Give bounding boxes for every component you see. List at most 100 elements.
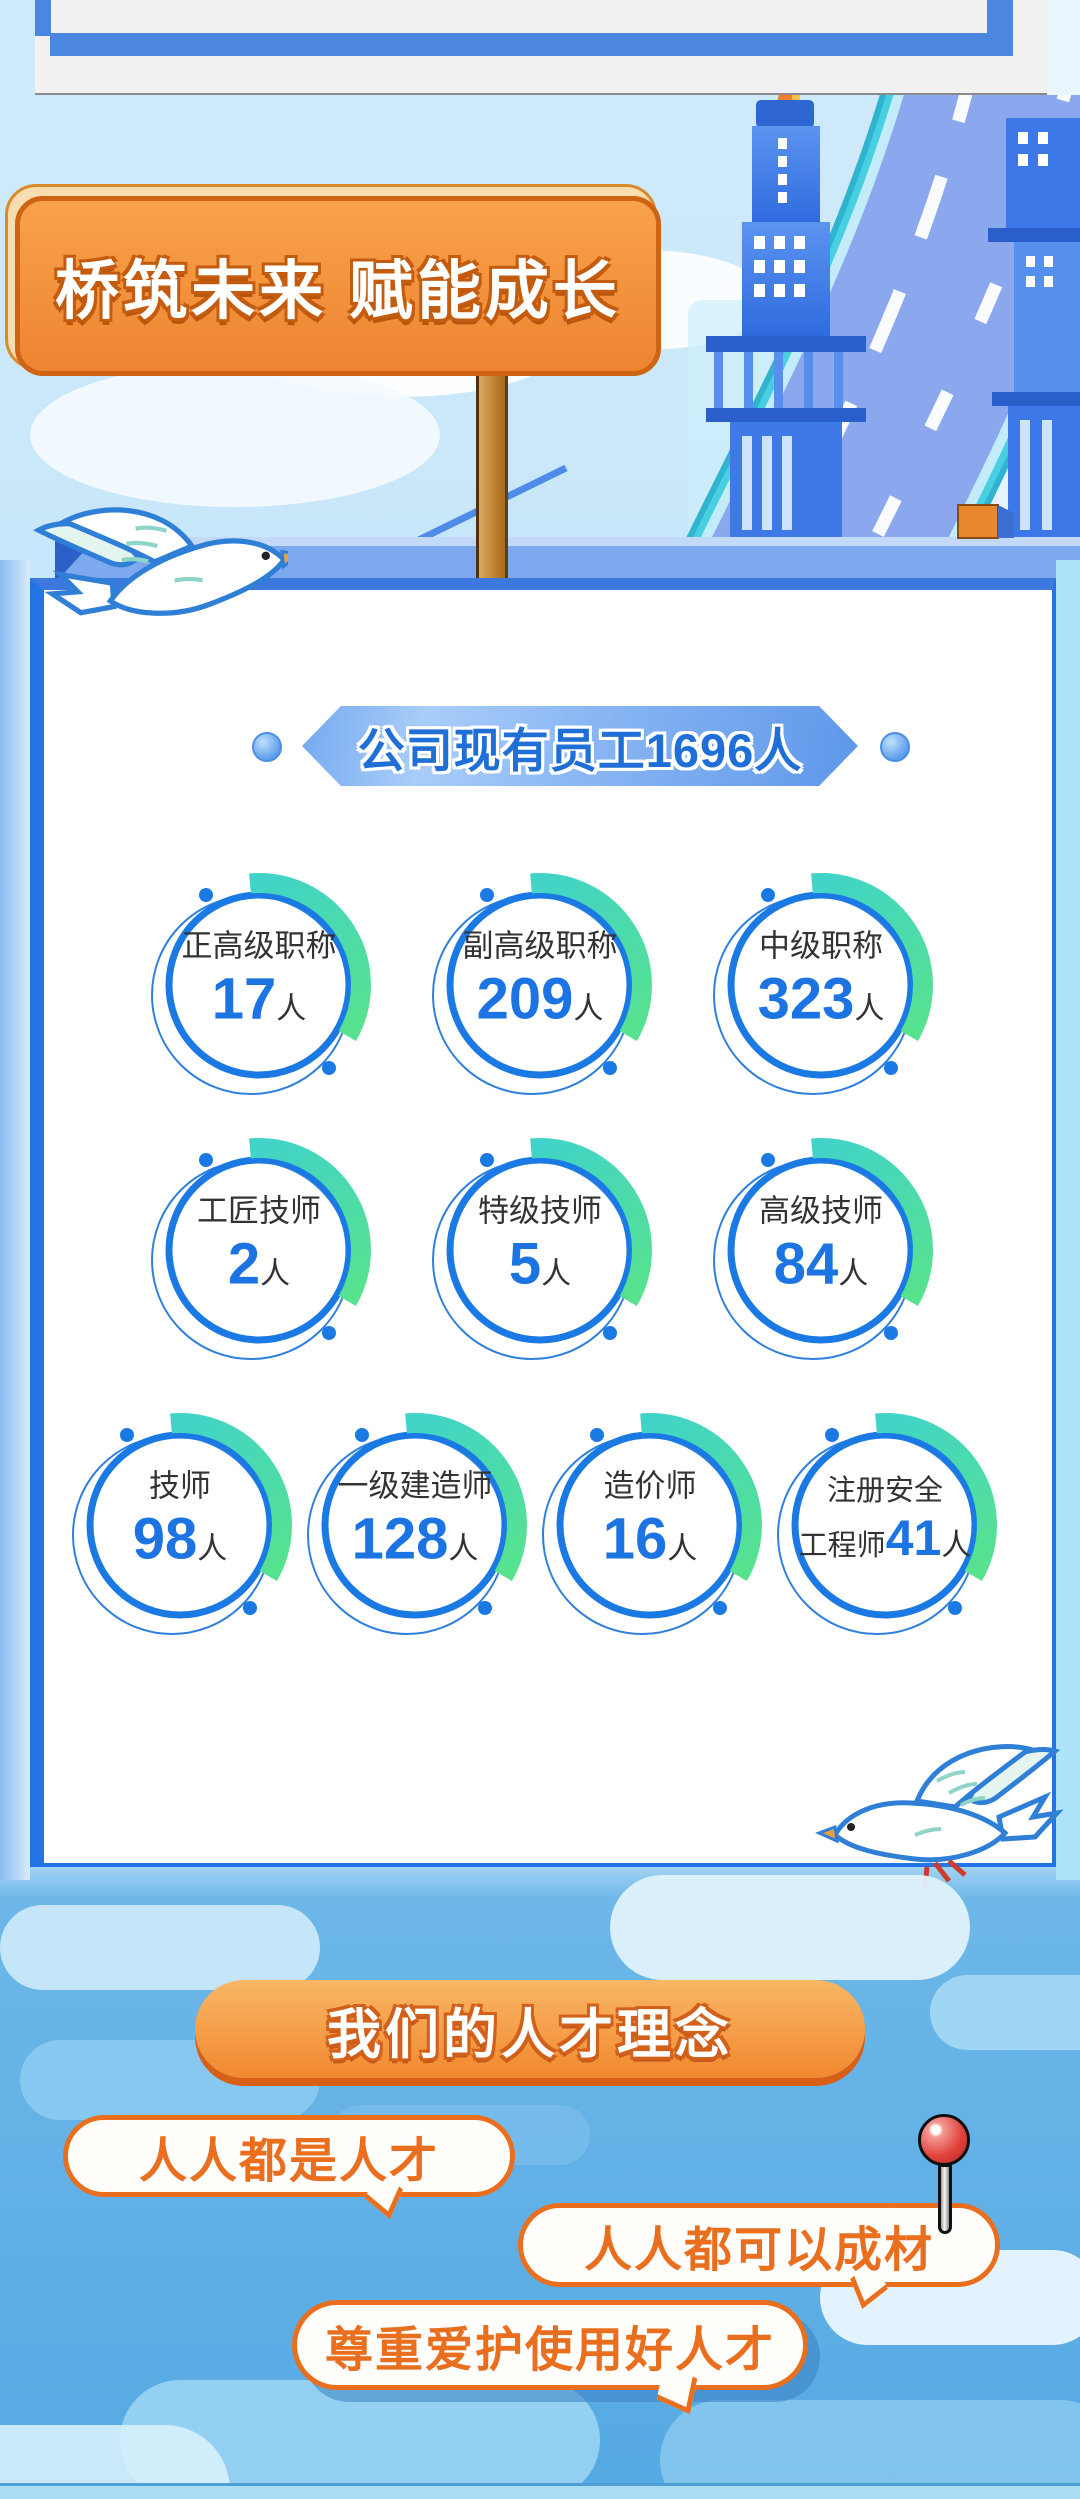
cloud-shape bbox=[30, 363, 440, 507]
stat-label: 副高级职称 bbox=[462, 928, 618, 964]
stat-label: 高级技师 bbox=[759, 1193, 883, 1229]
stat-label: 正高级职称 bbox=[181, 928, 337, 964]
speech-bubble: 尊重爱护使用好人才 bbox=[292, 2300, 808, 2415]
stat-number: 209人 bbox=[430, 966, 650, 1033]
map-pin-icon bbox=[938, 2164, 952, 2234]
panel-title-banner: 公司现有员工1696人 bbox=[302, 706, 858, 786]
stat-label: 特级技师 bbox=[478, 1193, 602, 1229]
stat-text: 高级技师 84人 bbox=[711, 1194, 931, 1298]
stat-number: 84人 bbox=[711, 1231, 931, 1298]
stat-number: 5人 bbox=[430, 1231, 650, 1298]
stat-value: 16 bbox=[602, 1506, 668, 1572]
stat-label: 注册安全 bbox=[826, 1474, 943, 1507]
progress-ring-icon bbox=[713, 1138, 933, 1360]
banner-dot-right bbox=[880, 732, 910, 762]
cloud-shape bbox=[610, 1875, 970, 1980]
stat-text: 造价师 16人 bbox=[540, 1469, 760, 1573]
map-pin-icon bbox=[918, 2114, 970, 2166]
stat-number: 128人 bbox=[305, 1506, 525, 1573]
stat-unit: 人 bbox=[260, 1257, 291, 1291]
progress-ring-icon bbox=[432, 1138, 652, 1360]
stat-number: 2人 bbox=[149, 1231, 369, 1298]
stats-panel: 公司现有员工1696人 正高级职称 17人 副高级职称 bbox=[30, 578, 1056, 1867]
cloud-shape bbox=[660, 2400, 1080, 2499]
cloud-shape bbox=[930, 1975, 1080, 2050]
stat-text: 技师 98人 bbox=[70, 1469, 290, 1573]
stat-value: 84 bbox=[773, 1231, 839, 1297]
stat-circle: 一级建造师 128人 bbox=[295, 1405, 535, 1645]
progress-ring-icon bbox=[777, 1413, 997, 1635]
speech-bubble-text: 尊重爱护使用好人才 bbox=[324, 2324, 775, 2377]
stat-value: 17 bbox=[211, 966, 277, 1032]
stat-text: 工匠技师 2人 bbox=[149, 1194, 369, 1298]
stat-text: 注册安全 工程师41人 bbox=[775, 1475, 995, 1568]
stat-number: 16人 bbox=[540, 1506, 760, 1573]
stat-unit: 人 bbox=[541, 1257, 572, 1291]
top-card-blue-frame-left bbox=[35, 0, 51, 36]
right-edge-strip bbox=[1056, 560, 1080, 1880]
panel-title: 公司现有员工1696人 bbox=[357, 723, 803, 777]
stat-circle: 造价师 16人 bbox=[530, 1405, 770, 1645]
top-card-blue-frame-right bbox=[987, 0, 1013, 36]
stat-unit: 人 bbox=[838, 1257, 869, 1291]
lane-dashes bbox=[820, 10, 1080, 640]
right-buildings bbox=[988, 118, 1080, 556]
top-card-blue-frame bbox=[50, 33, 1013, 56]
stat-unit: 人 bbox=[941, 1529, 972, 1563]
stat-unit: 人 bbox=[197, 1532, 228, 1566]
stat-text: 一级建造师 128人 bbox=[305, 1469, 525, 1573]
philosophy-title-banner: 我们的人才理念 bbox=[195, 1980, 865, 2078]
stat-label: 工匠技师 bbox=[197, 1193, 321, 1229]
stat-number: 工程师41人 bbox=[775, 1510, 995, 1568]
dove-icon bbox=[8, 430, 288, 670]
stat-text: 中级职称 323人 bbox=[711, 929, 931, 1033]
philosophy-title: 我们的人才理念 bbox=[327, 2004, 733, 2065]
stat-label: 一级建造师 bbox=[337, 1468, 493, 1504]
signpost-pole bbox=[476, 362, 508, 597]
stat-circle: 技师 98人 bbox=[60, 1405, 300, 1645]
stat-circle: 特级技师 5人 bbox=[420, 1130, 660, 1370]
speech-bubble-text: 人人都可以成材 bbox=[583, 2224, 934, 2277]
stat-circle: 工匠技师 2人 bbox=[139, 1130, 379, 1370]
cloud-shape bbox=[0, 1905, 320, 1990]
stat-unit: 人 bbox=[276, 992, 307, 1026]
stat-value: 128 bbox=[351, 1506, 449, 1572]
stat-unit: 人 bbox=[448, 1532, 479, 1566]
footer-band bbox=[0, 2483, 1080, 2499]
stat-unit: 人 bbox=[667, 1532, 698, 1566]
stat-value: 323 bbox=[757, 966, 855, 1032]
stat-value: 5 bbox=[508, 1231, 542, 1297]
stat-text: 特级技师 5人 bbox=[430, 1194, 650, 1298]
stat-value: 209 bbox=[476, 966, 574, 1032]
stat-text: 正高级职称 17人 bbox=[149, 929, 369, 1033]
crate-on-beam bbox=[957, 504, 1014, 539]
stat-circle: 注册安全 工程师41人 bbox=[765, 1405, 1005, 1645]
stat-label: 中级职称 bbox=[759, 928, 883, 964]
stat-number: 323人 bbox=[711, 966, 931, 1033]
speech-bubble-text: 人人都是人才 bbox=[138, 2135, 439, 2188]
stat-circle: 中级职称 323人 bbox=[701, 865, 941, 1105]
stat-value: 98 bbox=[132, 1506, 198, 1572]
lane-dashes bbox=[728, 0, 995, 640]
stat-value: 41 bbox=[885, 1510, 942, 1567]
sign-title: 桥筑未来 赋能成长 bbox=[55, 255, 621, 327]
progress-ring-icon bbox=[432, 873, 652, 1095]
top-card bbox=[35, 0, 1047, 95]
title-signboard: 桥筑未来 赋能成长 bbox=[15, 196, 661, 376]
stat-label: 造价师 bbox=[603, 1468, 697, 1504]
speech-bubble: 人人都可以成材 bbox=[518, 2203, 1000, 2309]
stat-number: 17人 bbox=[149, 966, 369, 1033]
progress-ring-icon bbox=[151, 873, 371, 1095]
torch-tower-building bbox=[706, 20, 866, 544]
stat-value: 2 bbox=[227, 1231, 261, 1297]
progress-ring-icon bbox=[151, 1138, 371, 1360]
progress-ring-icon bbox=[542, 1413, 762, 1635]
stat-circle: 副高级职称 209人 bbox=[420, 865, 660, 1105]
stat-number: 98人 bbox=[70, 1506, 290, 1573]
stat-unit: 人 bbox=[573, 992, 604, 1026]
top-card-side bbox=[1047, 0, 1080, 95]
stat-text: 副高级职称 209人 bbox=[430, 929, 650, 1033]
banner-dot-left bbox=[252, 732, 282, 762]
speech-bubble: 人人都是人才 bbox=[63, 2115, 515, 2220]
